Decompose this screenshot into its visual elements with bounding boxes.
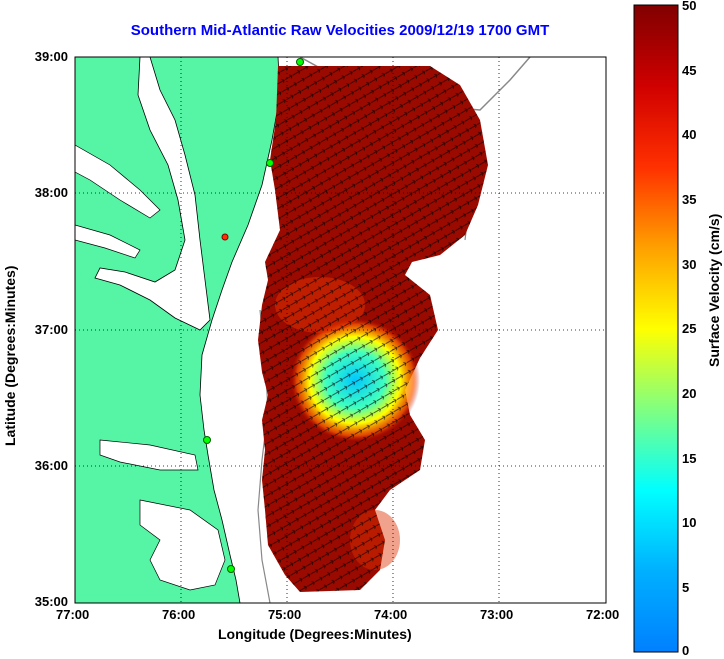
- potomac-river: [75, 144, 161, 219]
- x-tick-label: 72:00: [586, 607, 620, 622]
- x-axis-label: Longitude (Degrees:Minutes): [218, 626, 412, 642]
- radar-station-marker: [296, 58, 304, 66]
- y-tick-label: 38:00: [34, 185, 68, 200]
- y-tick-label: 36:00: [34, 458, 68, 473]
- rappahannock-river: [75, 224, 141, 259]
- colorbar-tick-label: 35: [682, 192, 697, 207]
- axes-frame: [74, 56, 607, 604]
- x-tick-label: 74:00: [374, 607, 408, 622]
- map-title: Southern Mid-Atlantic Raw Velocities 200…: [130, 22, 550, 39]
- radar-station-marker: [266, 159, 274, 167]
- colorbar-tick-label: 20: [682, 386, 697, 401]
- x-tick-label: 75:00: [268, 607, 302, 622]
- colorbar: [633, 4, 679, 653]
- colorbar-label: Surface Velocity (cm/s): [706, 213, 722, 367]
- y-tick-label: 35:00: [34, 594, 68, 609]
- radar-station-marker: [221, 233, 229, 241]
- albemarle-sound: [99, 439, 199, 471]
- y-axis-label: Latitude (Degrees:Minutes): [2, 265, 18, 446]
- radar-station-marker: [203, 436, 211, 444]
- colorbar-tick-label: 30: [682, 257, 697, 272]
- colorbar-tick-label: 40: [682, 127, 697, 142]
- velocity-vectors: [258, 66, 488, 592]
- colorbar-tick-label: 15: [682, 451, 697, 466]
- y-tick-label: 39:00: [34, 49, 68, 64]
- colorbar-tick-label: 0: [682, 643, 690, 658]
- pamlico-sound: [139, 499, 226, 591]
- colorbar-tick-label: 25: [682, 321, 697, 336]
- colorbar-tick-label: 5: [682, 580, 690, 595]
- grid-lines: [75, 57, 606, 603]
- x-tick-label: 77:00: [56, 607, 90, 622]
- colorbar-tick-label: 10: [682, 515, 697, 530]
- radar-station-marker: [227, 565, 235, 573]
- x-tick-label: 73:00: [480, 607, 514, 622]
- colorbar-tick-label: 50: [682, 0, 697, 13]
- y-tick-label: 37:00: [34, 322, 68, 337]
- x-tick-label: 76:00: [162, 607, 196, 622]
- colorbar-tick-label: 45: [682, 63, 697, 78]
